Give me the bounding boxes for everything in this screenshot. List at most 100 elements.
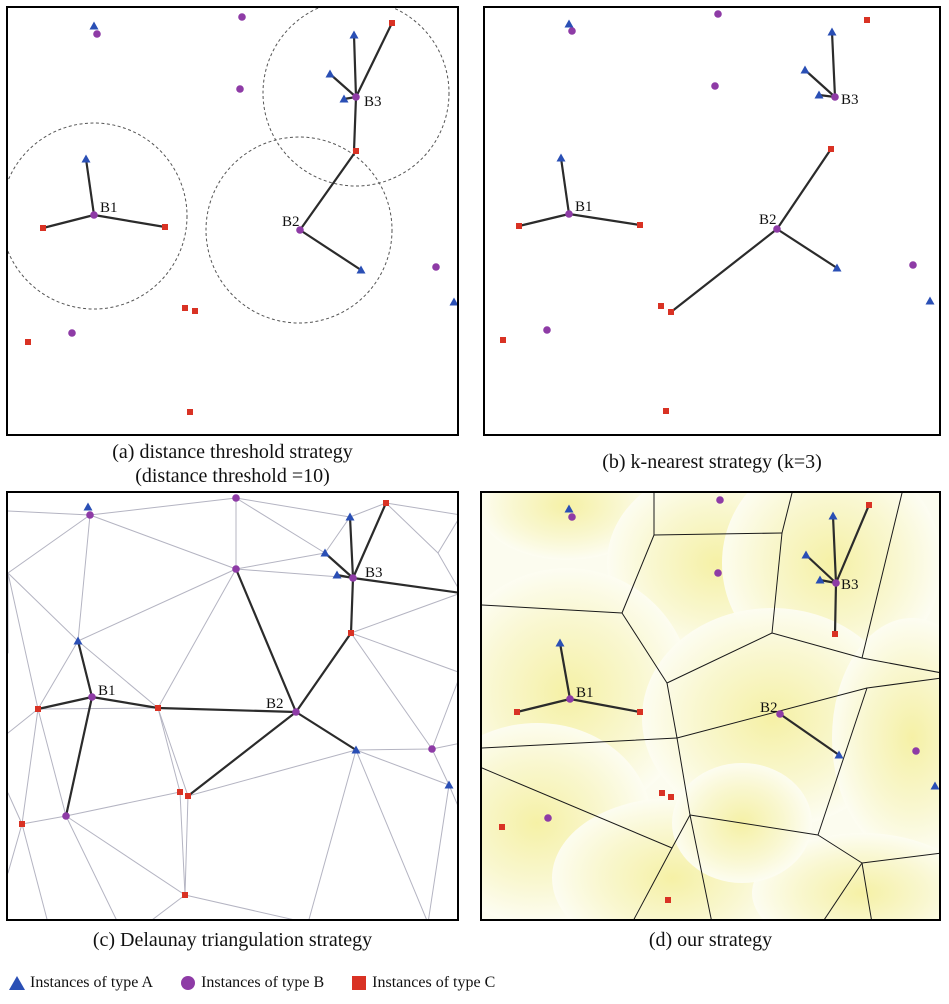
panel-our-strategy: B1 B2 B3 — [480, 491, 941, 921]
neighbor-edge — [298, 228, 363, 272]
voronoi-edge — [653, 532, 783, 536]
caption-panel-c: (c) Delaunay triangulation strategy — [92, 929, 373, 951]
legend-label-type-b: Instances of type B — [201, 974, 325, 991]
type-c-instance — [19, 821, 25, 827]
triangulation-edge — [89, 497, 237, 516]
triangulation-edge — [235, 497, 351, 518]
neighbor-edge — [803, 68, 837, 99]
triangulation-edge — [437, 520, 457, 554]
triangulation-edge — [355, 749, 450, 786]
voronoi-edge — [676, 687, 868, 739]
triangulation-edge — [385, 502, 457, 515]
voronoi-edge — [633, 847, 673, 919]
type-b-instance — [90, 211, 98, 219]
voronoi-edge — [621, 612, 668, 684]
type-b-instance — [232, 565, 240, 573]
neighbor-edge — [84, 157, 96, 217]
type-b-instance — [832, 579, 840, 587]
neighbor-edge — [834, 503, 871, 585]
node-label-b3: B3 — [364, 94, 382, 110]
caption-panel-b: (b) k-nearest strategy (k=3) — [602, 451, 822, 473]
type-c-instance — [35, 706, 41, 712]
triangulation-edge — [37, 708, 67, 817]
type-b-instance — [716, 496, 724, 504]
type-b-instance — [232, 494, 240, 502]
voronoi-edge — [666, 682, 678, 739]
type-a-instance — [801, 550, 811, 559]
type-a-instance — [556, 153, 566, 162]
triangulation-edge — [355, 748, 433, 751]
neighbor-edge — [294, 710, 358, 752]
type-a-instance — [564, 19, 574, 28]
type-c-instance — [637, 222, 643, 228]
type-b-instance — [428, 745, 436, 753]
legend-item-type-a: Instances of type A — [8, 974, 153, 992]
neighbor-edge — [515, 697, 572, 714]
caption-panel-a-line1: (a) distance threshold strategy — [112, 441, 353, 463]
node-label-b2: B2 — [760, 700, 778, 716]
voronoi-edge — [861, 657, 939, 673]
neighbor-edge — [775, 147, 833, 231]
triangulation-edge — [157, 707, 189, 797]
panel-k-nearest: B1 B2 B3 — [483, 6, 941, 436]
type-c-instance — [659, 790, 665, 796]
type-c-instance — [348, 630, 354, 636]
type-c-instance — [637, 709, 643, 715]
k-nearest-graph: B1 B2 B3 — [500, 10, 935, 414]
type-a-instance — [828, 511, 838, 520]
legend-label-type-a: Instances of type A — [30, 974, 154, 991]
voronoi-edge — [482, 767, 673, 849]
triangulation-edge — [350, 593, 457, 634]
type-a-instance — [325, 69, 335, 78]
type-b-instance — [296, 226, 304, 234]
triangulation-edge — [21, 708, 39, 825]
type-b-instance — [352, 93, 360, 101]
triangulation-edge — [184, 894, 293, 919]
triangulation-edge — [179, 791, 186, 896]
type-c-instance — [185, 793, 191, 799]
type-a-instance — [349, 30, 359, 39]
triangulation-edge — [324, 516, 351, 554]
type-c-instance — [155, 705, 161, 711]
type-c-instance — [192, 308, 198, 314]
type-b-instance — [714, 10, 722, 18]
delaunay-graph: B1 B2 B3 — [8, 494, 457, 919]
type-b-instance — [909, 261, 917, 269]
type-a-instance — [930, 781, 939, 790]
triangulation-edge — [350, 632, 433, 750]
voronoi-edge — [824, 862, 863, 919]
distance-threshold-circle — [262, 8, 450, 187]
voronoi-edge — [666, 632, 773, 684]
triangulation-edge — [77, 568, 237, 642]
type-c-instance — [658, 303, 664, 309]
voronoi-edge — [676, 737, 691, 816]
node-label-b3: B3 — [365, 565, 383, 581]
type-b-instance — [88, 693, 96, 701]
triangulation-edge — [8, 514, 91, 574]
neighbor-edge — [41, 213, 96, 230]
triangulation-edge — [152, 894, 186, 919]
node-label-b2: B2 — [759, 212, 777, 228]
neighbor-edge — [778, 712, 841, 757]
type-b-instance — [711, 82, 719, 90]
our-strategy-graph: B1 B2 B3 — [482, 493, 939, 919]
voronoi-edge — [861, 852, 939, 864]
neighbor-edge — [351, 501, 388, 580]
triangulation-edge — [385, 502, 439, 554]
triangulation-edge — [8, 572, 79, 642]
type-b-instance — [86, 511, 94, 519]
voronoi-edge — [689, 814, 712, 919]
type-b-instance — [776, 710, 784, 718]
type-a-instance — [925, 296, 935, 305]
type-a-instance — [83, 502, 93, 511]
neighbor-edge — [831, 514, 838, 585]
neighbor-edge — [354, 21, 394, 99]
triangulation-edge — [235, 568, 354, 579]
voronoi-cell-shading — [832, 618, 939, 858]
node-label-b3: B3 — [841, 92, 859, 108]
neighbor-edge — [186, 710, 298, 798]
legend-label-type-c: Instances of type C — [372, 974, 496, 991]
type-a-instance — [827, 27, 837, 36]
triangulation-edge — [65, 791, 181, 817]
neighbor-edge — [348, 515, 355, 580]
